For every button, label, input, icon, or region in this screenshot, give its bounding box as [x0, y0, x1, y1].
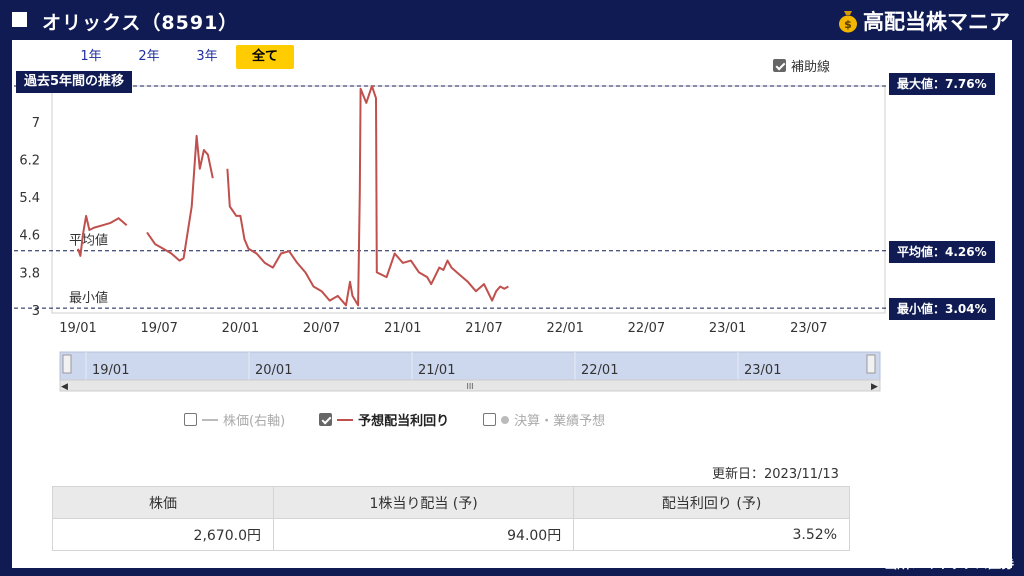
max-flag: 最大値：7.76% — [889, 73, 995, 95]
svg-text:$: $ — [844, 18, 852, 31]
avg-inline-label: 平均値 — [69, 233, 108, 249]
navigator-handle-left[interactable] — [62, 354, 72, 374]
legend: 株価(右軸) 予想配当利回り 決算・業績予想 — [184, 410, 605, 429]
min-inline-label: 最小値 — [69, 290, 108, 306]
x-tick-label: 22/07 — [628, 321, 665, 336]
value-price: 2,670.0円 — [52, 518, 274, 551]
source-note: 出所：マネックス証券 — [884, 557, 1014, 572]
table-header-row: 株価 1株当り配当 (予) 配当利回り (予) — [52, 486, 850, 519]
plot-frame — [51, 85, 886, 314]
aux-line-label: 補助線 — [791, 60, 831, 75]
legend-label: 株価(右軸) — [223, 414, 286, 429]
updated-date: 更新日：2023/11/13 — [712, 467, 839, 482]
checkbox[interactable] — [184, 413, 197, 426]
aux-line-checkbox[interactable] — [773, 59, 786, 72]
aux-line-toggle[interactable]: 補助線 — [773, 56, 830, 75]
x-tick-label: 19/07 — [140, 321, 177, 336]
chart-panel — [12, 40, 1012, 568]
period-tabs: 1年 2年 3年 全て — [62, 45, 294, 69]
x-tick-label: 23/07 — [790, 321, 827, 336]
y-tick-label: 3.8 — [19, 266, 40, 281]
page-title: オリックス（8591） — [42, 12, 239, 34]
chart-title-flag: 過去5年間の推移 — [16, 71, 133, 93]
y-tick-label: 4.6 — [19, 229, 40, 244]
square-icon — [12, 12, 27, 27]
avg-flag: 平均値：4.26% — [889, 241, 995, 263]
y-tick-label: 7 — [32, 116, 40, 131]
navigator-label: 21/01 — [418, 363, 455, 378]
table-row: 2,670.0円 94.00円 3.52% — [52, 518, 850, 551]
brand: $ 高配当株マニア — [837, 6, 1010, 36]
navigator-label: 22/01 — [581, 363, 618, 378]
legend-label: 決算・業績予想 — [514, 414, 606, 429]
y-tick-label: 6.2 — [19, 153, 40, 168]
stats-table: 株価 1株当り配当 (予) 配当利回り (予) 2,670.0円 94.00円 … — [52, 486, 850, 551]
navigator-handle-right[interactable] — [866, 354, 876, 374]
line-marker — [202, 418, 218, 421]
navigator-scrollbar[interactable] — [59, 379, 881, 392]
legend-earnings[interactable]: 決算・業績予想 — [483, 410, 605, 429]
checkbox[interactable] — [483, 413, 497, 426]
x-tick-label: 23/01 — [709, 321, 746, 336]
tab-1y[interactable]: 1年 — [80, 49, 102, 64]
x-tick-label: 19/01 — [59, 321, 96, 336]
brand-name: 高配当株マニア — [863, 10, 1010, 34]
checkbox[interactable] — [319, 413, 333, 426]
legend-label: 予想配当利回り — [358, 414, 450, 429]
value-yield: 3.52% — [573, 518, 850, 551]
x-tick-label: 20/01 — [222, 321, 259, 336]
x-tick-label: 21/07 — [465, 321, 502, 336]
yield-line-segment — [146, 134, 214, 262]
legend-dividend-yield[interactable]: 予想配当利回り — [319, 410, 449, 429]
x-tick-label: 20/07 — [303, 321, 340, 336]
navigator-label: 19/01 — [92, 363, 129, 378]
navigator-label: 23/01 — [744, 363, 781, 378]
value-dividend: 94.00円 — [272, 518, 575, 551]
scroll-grip-icon: III — [466, 382, 473, 391]
dot-marker — [501, 415, 510, 424]
tab-all[interactable]: 全て — [236, 45, 294, 69]
top-bar: オリックス（8591） $ 高配当株マニア — [0, 0, 1024, 40]
line-marker — [337, 418, 354, 421]
yield-line-segment — [226, 85, 509, 307]
header-dividend: 1株当り配当 (予) — [272, 486, 575, 519]
min-flag: 最小値：3.04% — [889, 298, 995, 320]
yield-line-segment — [77, 214, 128, 257]
header-yield: 配当利回り (予) — [573, 486, 850, 519]
y-tick-label: 3 — [32, 304, 40, 319]
legend-stock-price[interactable]: 株価(右軸) — [184, 410, 285, 429]
x-tick-label: 21/01 — [384, 321, 421, 336]
header-price: 株価 — [52, 486, 274, 519]
scroll-right-arrow-icon[interactable]: ▶ — [871, 382, 878, 392]
tab-2y[interactable]: 2年 — [138, 49, 160, 64]
x-tick-label: 22/01 — [546, 321, 583, 336]
navigator-label: 20/01 — [255, 363, 292, 378]
tab-3y[interactable]: 3年 — [196, 49, 218, 64]
scroll-left-arrow-icon[interactable]: ◀ — [61, 382, 68, 392]
money-bag-icon: $ — [839, 11, 857, 33]
y-tick-label: 5.4 — [19, 191, 40, 206]
